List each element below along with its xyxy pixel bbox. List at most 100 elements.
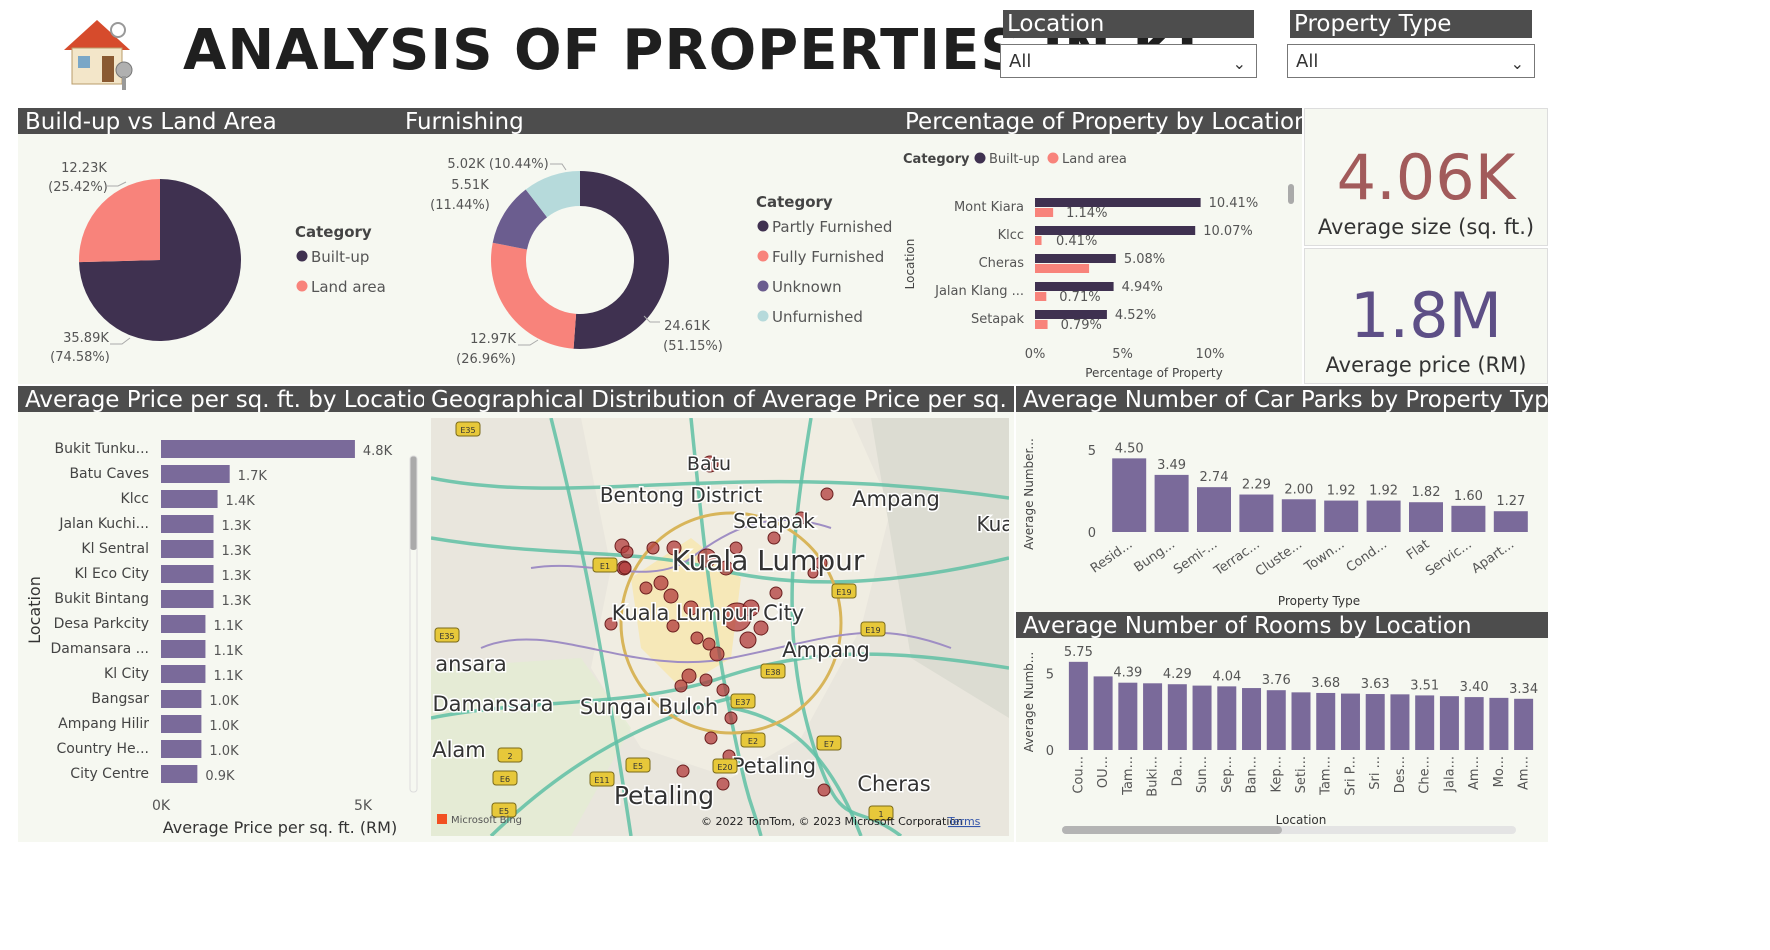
avg-price-card: 1.8M Average price (RM) [1304,248,1548,384]
v-bar [1239,494,1274,532]
map-copyright: © 2022 TomTom, © 2023 Microsoft Corporat… [701,815,963,828]
location-dropdown[interactable]: All ⌄ [1000,44,1257,78]
bar-land-area [1035,320,1048,329]
map-data-point [704,731,718,745]
x-tick-label: Resid... [1088,537,1136,577]
price-bar [161,715,202,733]
map-road [489,696,732,836]
carparks-bar-chart: 4.50 Resid... 3.49 Bung... 2.74 Semi-... 2.29 T… [1022,438,1528,608]
data-label: 3.49 [1157,458,1186,473]
x-axis-title: Percentage of Property [1085,366,1222,380]
map-data-point [729,541,743,555]
map-place-label: Cheras [857,772,930,796]
bing-logo-icon [437,814,447,824]
donut-slice-partly-furnished [573,171,669,349]
legend-title: Category [903,152,970,167]
legend-marker [757,220,769,232]
road-shield-icon [491,802,517,818]
road-shield-icon [760,663,786,679]
map-data-point [676,764,690,778]
v-bar [1154,474,1189,532]
map-place-label: Bentong District [600,483,763,507]
legend-marker [296,280,308,292]
map-terms-link[interactable]: Terms [947,815,981,828]
buildup-land-header: Build-up vs Land Area [18,108,398,134]
legend-title: Category [756,193,833,211]
y-tick-label: Cheras [979,256,1025,271]
map-place-label: Ampang [782,638,870,662]
data-label: 4.50 [1115,441,1144,456]
donut-leader-line [518,339,539,346]
y-tick-label: Batu Caves [69,466,149,482]
y-axis-title: Average Number... [1022,438,1036,550]
road-shield-label: E11 [594,776,609,785]
road-shield-icon [589,771,615,787]
road-shield-icon [455,421,481,437]
data-label: 0.71% [1059,290,1100,305]
y-tick-label: Kl Sentral [81,541,149,557]
price-bar [161,565,214,583]
pct-location-header: Percentage of Property by Location [898,108,1302,134]
road-shield-label: E19 [865,626,880,635]
road-shield-label: E35 [460,426,475,435]
donut-slice-fully-furnished [491,242,577,349]
data-label: 1.0K [209,694,239,709]
legend-marker [296,250,308,262]
map-data-point [618,561,632,575]
h-scrollbar-thumb [1062,826,1282,834]
x-tick-label: Cluste... [1253,537,1305,580]
price-bar [161,540,214,558]
data-label: 1.60 [1454,489,1483,504]
road-shield-label: E19 [836,588,851,597]
location-slicer-label: Location [1003,10,1254,38]
y-tick-label: 5 [1046,667,1054,682]
map-place-label: Damansara [433,692,554,716]
map-road [549,418,633,836]
x-axis-title: Property Type [1278,594,1360,608]
map-data-point [742,599,760,617]
map-place-label: Kuala Lumpur [672,544,865,577]
x-axis-title: Location [1276,813,1327,827]
property-type-slicer-label: Property Type [1290,10,1532,38]
data-label: 4.52% [1115,308,1156,323]
road-shield-icon [730,693,756,709]
map-data-point [674,679,688,693]
map-place-label: Batu [687,453,731,475]
data-label: 10.07% [1203,224,1253,239]
v-bar [1451,505,1486,532]
data-label: 5.08% [1124,252,1165,267]
x-tick-label: Sri ... [1368,756,1383,790]
y-tick-label: Bangsar [91,691,149,707]
x-tick-label: Sep... [1220,756,1235,793]
map-data-point [769,586,783,600]
v-bar [1192,685,1212,750]
x-tick-label: Bung... [1132,537,1178,576]
price-bar [161,690,202,708]
legend-title: Category [295,223,372,241]
buildup-land-pie-chart: 12.23K (25.42%) 35.89K (74.58%) Category Buil… [48,161,386,365]
road-shield-label: E20 [717,763,732,772]
v-bar [1281,499,1316,532]
map-place-label: Petaling [732,754,816,778]
x-tick-label: Sri P... [1343,756,1358,796]
price-bar [161,665,206,683]
property-type-dropdown[interactable]: All ⌄ [1287,44,1535,78]
v-bar [1217,686,1237,750]
v-bar [1439,696,1459,750]
map-data-point [794,511,808,525]
donut-label: (26.96%) [456,352,516,367]
pie-leader-line [110,337,131,345]
data-label: 10.41% [1209,196,1259,211]
pie-slice-built-up [79,179,241,341]
avg-price-value: 1.8M [1349,279,1503,352]
v-bar [1068,661,1088,750]
price-bar [161,490,218,508]
map-data-point [663,588,679,604]
x-tick-label: Apart... [1469,537,1517,577]
carparks-header: Average Number of Car Parks by Property … [1016,386,1548,412]
y-tick-label: Klcc [998,228,1024,243]
chevron-down-icon: ⌄ [1232,54,1246,73]
avg-size-label: Average size (sq. ft.) [1317,215,1535,239]
road-shield-icon [592,557,618,573]
